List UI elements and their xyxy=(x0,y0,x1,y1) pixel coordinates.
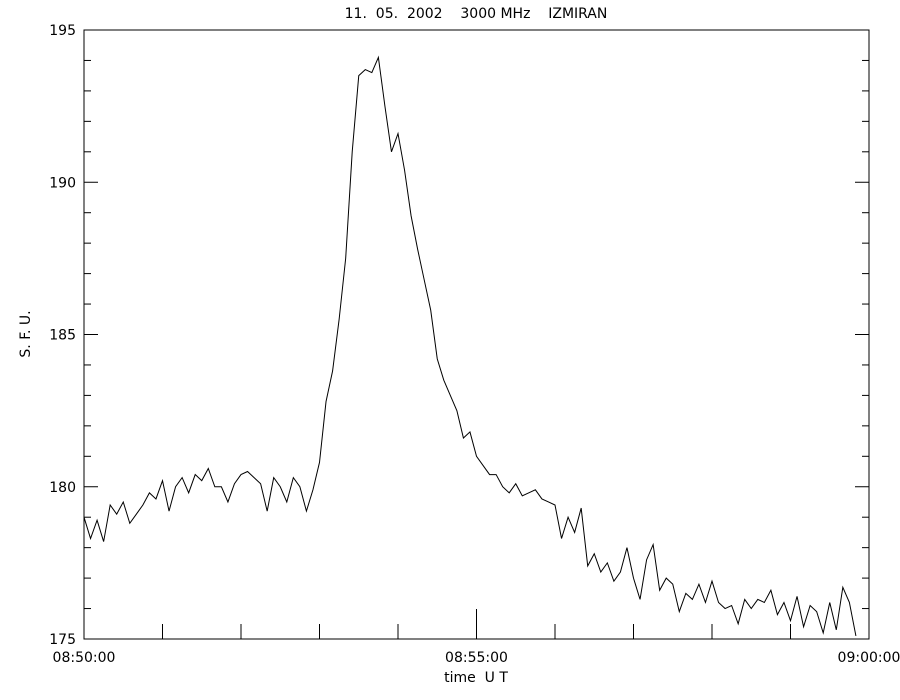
data-line xyxy=(83,55,857,637)
x-axis-label: time U T xyxy=(444,670,508,686)
x-tick-label: 09:00:00 xyxy=(838,650,900,666)
y-tick-label: 180 xyxy=(49,480,76,496)
y-tick-label: 190 xyxy=(49,175,76,191)
y-tick-label: 195 xyxy=(49,23,76,39)
y-axis-label: S. F. U. xyxy=(18,310,34,357)
chart-title: 11. 05. 2002 3000 MHz IZMIRAN xyxy=(345,6,608,22)
x-tick-label: 08:50:00 xyxy=(53,650,116,666)
plot-frame xyxy=(83,29,870,640)
x-tick-label: 08:55:00 xyxy=(445,650,508,666)
y-tick-label: 175 xyxy=(49,632,76,648)
y-tick-label: 185 xyxy=(49,328,76,344)
